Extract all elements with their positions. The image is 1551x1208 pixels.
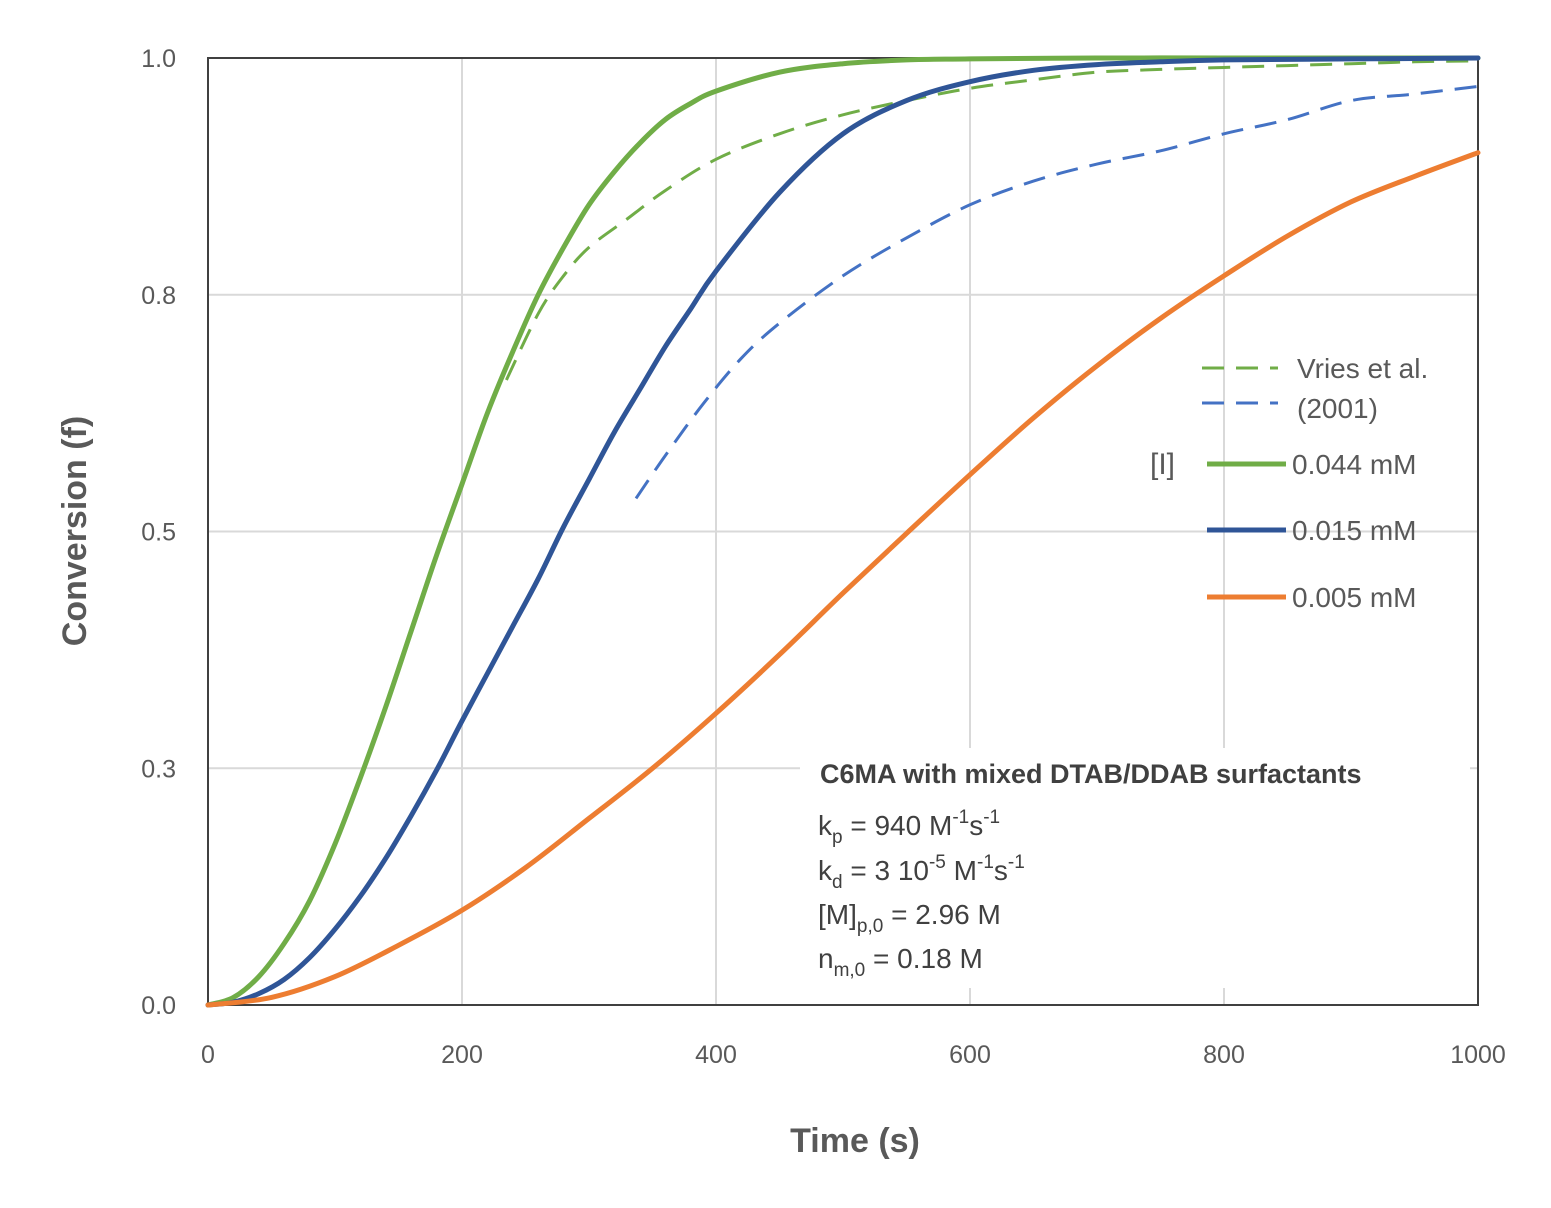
x-tick-label: 400 (695, 1041, 737, 1069)
series-line-dashed-3 (505, 59, 1479, 381)
x-axis-title: Time (s) (790, 1122, 920, 1160)
plot-area-border (207, 57, 1479, 1006)
annotation-title: C6MA with mixed DTAB/DDAB surfactants (820, 759, 1362, 789)
series-line-0-015-mM (205, 55, 1481, 1008)
annotation-kd: kd = 3 10-5 M-1s-1 (818, 852, 1025, 893)
x-tick-label: 600 (949, 1041, 991, 1069)
series-layer (205, 55, 1481, 1008)
y-axis-title: Conversion (f) (56, 416, 94, 646)
x-tick-label: 1000 (1450, 1041, 1506, 1069)
legend-label-year: (2001) (1297, 393, 1378, 424)
y-tick-label: 0.0 (141, 992, 176, 1020)
tick-labels: 0 200 400 600 800 1000 0.0 0.3 0.5 0.8 1.0 (141, 45, 1506, 1069)
annotation-monomer: [M]p,0 = 2.96 M (818, 899, 1001, 937)
annotation-background (800, 748, 1470, 988)
y-tick-label: 0.5 (141, 519, 176, 547)
annotation: C6MA with mixed DTAB/DDAB surfactants kp… (818, 759, 1362, 981)
y-tick-label: 0.8 (141, 282, 176, 310)
series-line-0-044-mM (205, 55, 1481, 1008)
legend-group-label: [I] (1150, 448, 1175, 481)
x-tick-label: 200 (441, 1041, 483, 1069)
legend-label-vries: Vries et al. (1297, 353, 1428, 384)
series-line-0-005-mM (205, 150, 1481, 1008)
series-line-dashed-4 (634, 84, 1479, 500)
legend-label-0044: 0.044 mM (1292, 449, 1417, 480)
y-tick-label: 1.0 (141, 45, 176, 73)
y-tick-label: 0.3 (141, 755, 176, 783)
x-tick-label: 0 (201, 1041, 215, 1069)
annotation-nm: nm,0 = 0.18 M (818, 943, 983, 981)
x-tick-label: 800 (1203, 1041, 1245, 1069)
legend: Vries et al. (2001) [I] 0.044 mM 0.015 m… (1150, 353, 1428, 613)
annotation-kp: kp = 940 M-1s-1 (818, 807, 1000, 848)
legend-label-0015: 0.015 mM (1292, 515, 1417, 546)
legend-label-0005: 0.005 mM (1292, 582, 1417, 613)
